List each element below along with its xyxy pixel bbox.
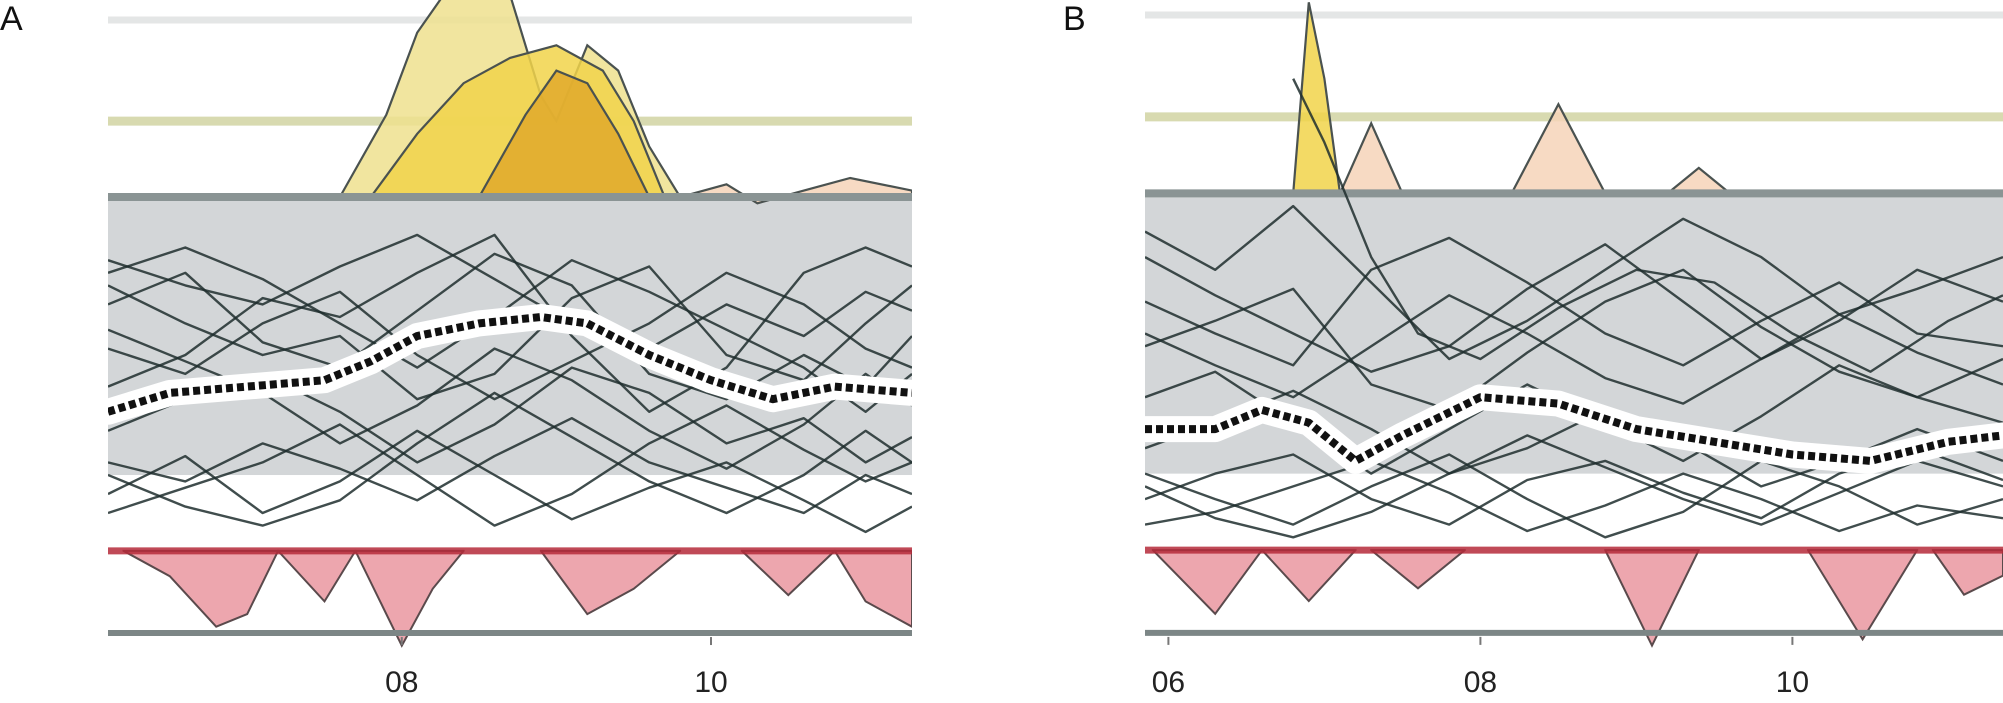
- panel-b-label: B: [1063, 0, 1086, 38]
- daily-glucose-trace: [1292, 78, 2003, 373]
- low-glucose-dip: [1931, 549, 2003, 596]
- daily-glucose-trace: [108, 429, 912, 534]
- low-glucose-dip: [833, 549, 912, 628]
- daily-glucose-trace: [1145, 434, 2003, 539]
- daily-glucose-trace: [1145, 459, 2003, 533]
- low-glucose-dip: [740, 549, 836, 597]
- daily-glucose-trace: [108, 404, 912, 527]
- daily-glucose-trace: [108, 391, 912, 527]
- daily-glucose-trace: [1145, 268, 2003, 412]
- target-range-band: [108, 196, 912, 476]
- x-tick-label: 08: [385, 666, 418, 699]
- median-curve: [1145, 393, 2003, 465]
- high-glucose-peak: [679, 176, 912, 205]
- daily-glucose-trace: [108, 271, 912, 401]
- low-glucose-dip: [1807, 549, 1919, 642]
- low-glucose-dip: [539, 549, 682, 616]
- x-tick-label: 10: [1776, 666, 1809, 699]
- daily-glucose-trace: [108, 265, 912, 401]
- x-tick-label: 08: [1464, 666, 1497, 699]
- daily-glucose-trace: [1145, 236, 2003, 367]
- panel-a-chart: A 08 10: [0, 0, 912, 699]
- daily-glucose-trace: [1145, 243, 2003, 373]
- target-range-band: [1145, 193, 2003, 474]
- daily-glucose-trace: [108, 233, 912, 350]
- median-curve: [108, 313, 912, 416]
- daily-glucose-trace: [108, 233, 912, 413]
- low-glucose-dip: [122, 549, 280, 628]
- panel-b-chart: B 06 08 10: [1063, 0, 2003, 699]
- low-glucose-dip: [1370, 549, 1466, 590]
- plot-area: [108, 0, 912, 648]
- daily-glucose-trace: [1145, 204, 2003, 361]
- daily-glucose-trace: [108, 246, 912, 413]
- x-tick-label: 10: [694, 666, 727, 699]
- x-tick-label: 06: [1152, 666, 1185, 699]
- low-glucose-dip: [1261, 549, 1357, 603]
- high-glucose-peak: [1338, 120, 1404, 195]
- plot-area: [1145, 2, 2003, 648]
- low-glucose-dip: [277, 549, 357, 604]
- daily-glucose-trace: [1145, 294, 2003, 405]
- panel-a-label: A: [0, 0, 23, 38]
- low-glucose-dip: [1151, 549, 1263, 616]
